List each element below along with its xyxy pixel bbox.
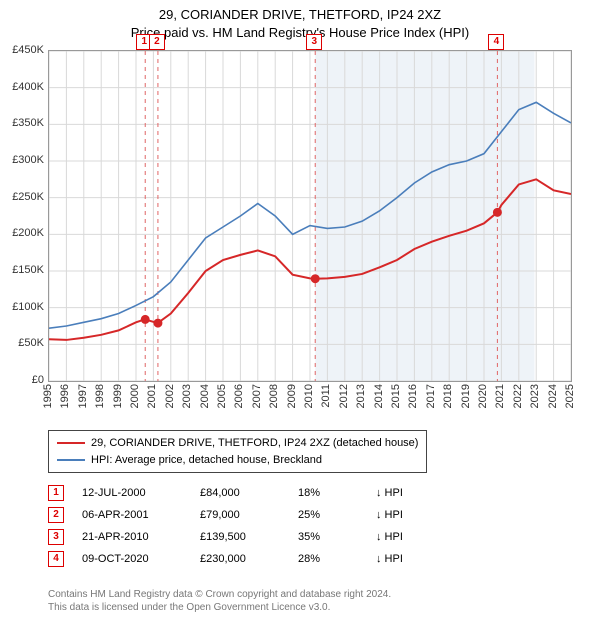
event-badge-icon: 3 [48,529,64,545]
y-axis-label: £200K [0,227,44,239]
event-badge-icon: 2 [48,507,64,523]
event-row: 1 12-JUL-2000 £84,000 18% ↓ HPI [48,482,403,504]
x-axis-label: 2024 [547,384,559,408]
event-date: 06-APR-2001 [82,504,182,526]
chart-plot-area [48,50,572,382]
x-axis-label: 2013 [355,384,367,408]
event-direction: ↓ HPI [376,526,403,548]
x-axis-label: 2001 [146,384,158,408]
event-price: £79,000 [200,504,280,526]
events-table: 1 12-JUL-2000 £84,000 18% ↓ HPI 2 06-APR-2001 £… [48,482,403,570]
legend-swatch-series-2 [57,459,85,461]
event-date: 21-APR-2010 [82,526,182,548]
y-axis-label: £250K [0,191,44,203]
legend: 29, CORIANDER DRIVE, THETFORD, IP24 2XZ … [48,430,427,473]
event-badge-icon: 4 [48,551,64,567]
x-axis-label: 2018 [442,384,454,408]
y-axis-label: £300K [0,154,44,166]
x-axis-label: 1998 [94,384,106,408]
event-row: 2 06-APR-2001 £79,000 25% ↓ HPI [48,504,403,526]
footer: Contains HM Land Registry data © Crown c… [48,588,568,614]
x-axis-label: 2021 [494,384,506,408]
chart-title: 29, CORIANDER DRIVE, THETFORD, IP24 2XZ … [0,0,600,41]
x-axis-label: 2022 [512,384,524,408]
legend-row: 29, CORIANDER DRIVE, THETFORD, IP24 2XZ … [57,435,418,452]
x-axis-label: 2019 [460,384,472,408]
x-axis-label: 2003 [181,384,193,408]
event-row: 3 21-APR-2010 £139,500 35% ↓ HPI [48,526,403,548]
x-axis-label: 2010 [303,384,315,408]
x-axis-label: 2023 [529,384,541,408]
event-price: £84,000 [200,482,280,504]
event-date: 09-OCT-2020 [82,548,182,570]
x-axis-label: 1999 [112,384,124,408]
y-axis-label: £400K [0,81,44,93]
y-axis-label: £0 [0,374,44,386]
event-pct: 25% [298,504,358,526]
x-axis-label: 2016 [407,384,419,408]
x-axis-label: 2006 [233,384,245,408]
x-axis-label: 2005 [216,384,228,408]
x-axis-label: 2011 [320,384,332,408]
y-axis-label: £100K [0,301,44,313]
x-axis-label: 2025 [564,384,576,408]
footer-line-2: This data is licensed under the Open Gov… [48,601,568,614]
x-axis-label: 2017 [425,384,437,408]
y-axis-label: £450K [0,44,44,56]
x-axis-label: 1997 [77,384,89,408]
x-axis-label: 2009 [286,384,298,408]
x-axis-label: 2004 [199,384,211,408]
legend-row: HPI: Average price, detached house, Brec… [57,452,418,469]
x-axis-label: 2007 [251,384,263,408]
event-badge: 4 [488,34,504,50]
x-axis-label: 2002 [164,384,176,408]
title-line-1: 29, CORIANDER DRIVE, THETFORD, IP24 2XZ [0,6,600,24]
x-axis-label: 2014 [373,384,385,408]
event-pct: 28% [298,548,358,570]
y-axis-label: £50K [0,337,44,349]
x-axis-label: 1995 [42,384,54,408]
event-pct: 35% [298,526,358,548]
event-badge: 3 [306,34,322,50]
event-price: £230,000 [200,548,280,570]
event-date: 12-JUL-2000 [82,482,182,504]
footer-line-1: Contains HM Land Registry data © Crown c… [48,588,568,601]
event-direction: ↓ HPI [376,504,403,526]
y-axis-label: £350K [0,117,44,129]
event-badge-icon: 1 [48,485,64,501]
legend-label: 29, CORIANDER DRIVE, THETFORD, IP24 2XZ … [91,435,418,452]
event-pct: 18% [298,482,358,504]
legend-label: HPI: Average price, detached house, Brec… [91,452,322,469]
title-line-2: Price paid vs. HM Land Registry's House … [0,24,600,42]
event-direction: ↓ HPI [376,548,403,570]
event-row: 4 09-OCT-2020 £230,000 28% ↓ HPI [48,548,403,570]
x-axis-label: 2012 [338,384,350,408]
y-axis-label: £150K [0,264,44,276]
x-axis-label: 2000 [129,384,141,408]
event-badge: 2 [149,34,165,50]
legend-swatch-series-1 [57,442,85,444]
x-axis-label: 1996 [59,384,71,408]
x-axis-label: 2015 [390,384,402,408]
event-price: £139,500 [200,526,280,548]
x-axis-label: 2008 [268,384,280,408]
event-direction: ↓ HPI [376,482,403,504]
x-axis-label: 2020 [477,384,489,408]
